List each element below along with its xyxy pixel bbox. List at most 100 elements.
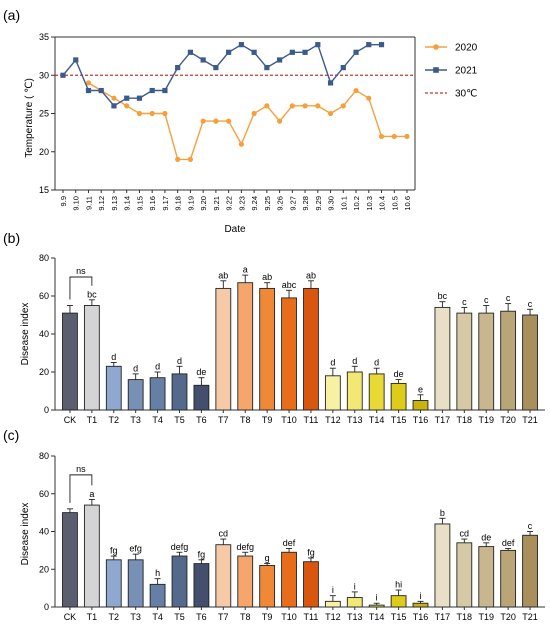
panel-c-y-tick-label: 0: [44, 602, 49, 612]
panel-c-x-tick-label-T20: T20: [500, 612, 516, 622]
panel-b-x-tick-label-T2: T2: [109, 415, 120, 425]
panel-a-x-tick-label: 10.6: [403, 196, 412, 211]
panel-b-bar-T10: [281, 297, 297, 411]
panel-a-point-2021: [251, 49, 257, 55]
panel-a-point-2020: [124, 103, 130, 109]
panel-b-bar-T19: [478, 312, 495, 411]
panel-c-sig-label-T2: fg: [110, 546, 118, 556]
panel-c-sig-label-T15: hi: [395, 580, 402, 590]
legend-label-2021: 2021: [455, 66, 478, 77]
panel-b-sig-label-T21: c: [528, 299, 533, 309]
panel-a-x-tick-label: 9.26: [276, 196, 285, 211]
panel-b-x-tick-label-T8: T8: [240, 415, 251, 425]
panel-c-x-tick-label-T19: T19: [478, 612, 494, 622]
panel-c-sig-label-T14: i: [376, 593, 378, 603]
panel-a-point-2021: [315, 42, 321, 48]
panel-a-point-2020: [378, 133, 385, 140]
panel-c-x-tick-label-T18: T18: [457, 612, 473, 622]
panel-b-bar-T21: [522, 314, 538, 411]
panel-b-x-tick-label-T6: T6: [196, 415, 207, 425]
panel-a-point-2020: [238, 141, 244, 147]
panel-c-x-tick-label-T5: T5: [174, 612, 185, 622]
panel-b-x-tick-label-T13: T13: [347, 415, 363, 425]
panel-c-bar-T1: [83, 504, 100, 608]
panel-c-x-tick-label-T1: T1: [87, 612, 98, 622]
panel-a-x-tick-label: 9.20: [199, 196, 208, 211]
panel-a-line-chart: (a) Temperature ( ℃) Date 15 20 25 30 35 9.9 9…: [3, 7, 478, 235]
panel-a-axes: 15 20 25 30 35 9.9 9.10 9.11 9.12 9.13 9.14 9.15 9.1…: [39, 32, 416, 211]
panel-c-bar-T9: [259, 565, 276, 608]
panel-a-point-2021: [73, 57, 79, 63]
panel-c-sig-label-T7: cd: [219, 529, 229, 539]
panel-a-x-tick-label: 9.16: [148, 196, 157, 211]
panel-c-bar-T17: [434, 523, 451, 608]
panel-c-x-tick-label-CK: CK: [64, 612, 77, 622]
panel-b-bar-chart: (b) Disease index 0 20 40 60 80 CK bc T1 d T2 d T3…: [3, 230, 545, 425]
panel-c-bar-T6: [193, 563, 210, 608]
panel-a-point-2020: [302, 103, 308, 109]
panel-a-point-2020: [327, 110, 334, 117]
panel-c-bar-T18: [456, 542, 473, 608]
panel-c-bar-T16: [412, 602, 429, 608]
panel-b-bar-T16: [412, 400, 429, 411]
panel-a-point-2020: [353, 87, 359, 94]
panel-b-x-tick-label-T16: T16: [413, 415, 429, 425]
legend-ref-label: 30℃: [455, 89, 477, 100]
panel-a-x-tick-label: 9.19: [186, 196, 195, 211]
panel-b-bar-T2: [105, 365, 122, 411]
panel-b-sig-label-T7: ab: [218, 270, 228, 280]
panel-a-x-tick-label: 9.18: [174, 196, 183, 211]
panel-c-bar-T7: [215, 544, 232, 608]
panel-c-y-tick-label: 60: [39, 489, 49, 499]
panel-c-sig-label-T18: cd: [460, 529, 470, 539]
panel-a-xlabel: Date: [224, 224, 246, 235]
panel-c-sig-label-T16: i: [420, 591, 422, 601]
panel-b-sig-label-T19: c: [484, 295, 489, 305]
panel-b-sig-label-T10: abc: [282, 280, 297, 290]
panel-a-point-2021: [327, 80, 334, 86]
panel-a-point-2020: [200, 118, 206, 124]
panel-c-x-tick-label-T9: T9: [262, 612, 273, 622]
panel-a-point-2020: [175, 156, 181, 162]
panel-b-bar-T17: [434, 306, 451, 411]
panel-c-bar-T5: [171, 555, 188, 608]
panel-c-sig-label-T11: fg: [307, 547, 315, 557]
panel-c-bar-T8: [237, 555, 254, 608]
panel-c-y-tick-label: 40: [39, 527, 49, 537]
panel-b-x-tick-label-T5: T5: [174, 415, 185, 425]
panel-c-sig-label-T4: h: [155, 568, 160, 578]
panel-a-point-2021: [302, 49, 308, 55]
panel-c-bar-T10: [281, 551, 297, 608]
panel-b-bar-CK: [62, 312, 78, 411]
panel-b-sig-label-T1: bc: [87, 289, 97, 299]
panel-c-sig-label-T8: defg: [236, 542, 254, 552]
panel-b-bar-T20: [500, 310, 517, 411]
panel-c-sig-label-T3: efg: [129, 544, 142, 554]
panel-b-sig-label-T20: c: [506, 293, 511, 303]
panel-b-sig-label-T14: d: [374, 358, 379, 368]
panel-c-x-tick-label-T3: T3: [130, 612, 141, 622]
panel-b-x-tick-label-T20: T20: [500, 415, 516, 425]
panel-a-point-2020: [226, 118, 232, 124]
panel-b-bar-T7: [215, 287, 232, 411]
panel-b-x-tick-label-T15: T15: [391, 415, 407, 425]
panel-b-x-tick-label-T19: T19: [478, 415, 494, 425]
legend-marker-2020: [433, 44, 439, 50]
panel-a-point-2021: [149, 87, 155, 94]
panel-a-x-tick-label: 9.30: [327, 196, 336, 211]
panel-b-sig-label-T4: d: [155, 362, 160, 372]
panel-a-point-2021: [289, 49, 295, 55]
panel-b-bar-T4: [149, 377, 166, 411]
panel-a-point-2021: [111, 103, 117, 109]
panel-c-bar-T2: [105, 559, 122, 608]
panel-a-x-tick-label: 9.14: [123, 196, 132, 211]
legend-marker-2021: [433, 67, 439, 73]
panel-c-label: (c): [3, 427, 19, 443]
panel-c-ns-label: ns: [76, 464, 86, 474]
panel-c-sig-label-T10: def: [283, 538, 296, 548]
panel-a-point-2021: [200, 57, 206, 63]
panel-c-sig-label-T21: c: [528, 521, 533, 531]
panel-a-x-tick-label: 9.23: [237, 196, 246, 211]
panel-c-sig-label-T5: defg: [171, 542, 189, 552]
panel-b-x-tick-label-T17: T17: [435, 415, 451, 425]
